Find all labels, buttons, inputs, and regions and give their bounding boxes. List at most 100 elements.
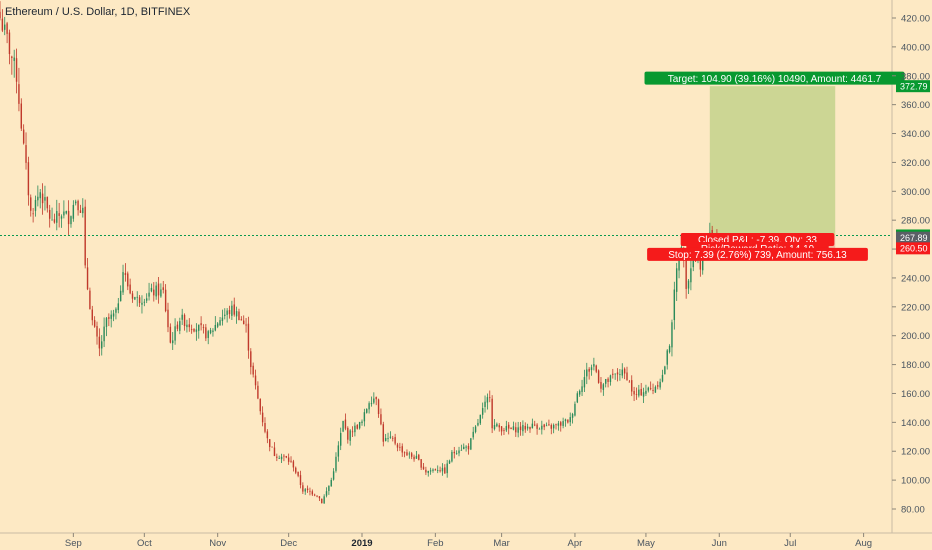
candle — [299, 470, 302, 489]
candle-body — [148, 292, 150, 297]
candle — [500, 425, 503, 436]
candle-body — [60, 216, 63, 219]
x-tick-label: May — [637, 538, 655, 549]
candle-body — [150, 287, 153, 292]
candle — [98, 328, 101, 357]
candle-body — [153, 289, 155, 296]
candle-body — [266, 431, 269, 439]
candle — [198, 324, 200, 339]
candle — [153, 282, 155, 302]
candle — [72, 200, 75, 222]
candle-body — [664, 366, 666, 375]
candle-body — [261, 412, 264, 423]
position-labels: Target: 104.90 (39.16%) 10490, Amount: 4… — [644, 71, 905, 261]
y-tick-label: 320.00 — [901, 158, 930, 169]
candle-body — [226, 310, 228, 315]
candle — [441, 463, 444, 476]
candle — [567, 419, 569, 424]
candle — [505, 420, 508, 432]
candle — [245, 317, 247, 333]
candle — [536, 423, 538, 435]
candle — [354, 422, 356, 437]
candle-body — [638, 389, 640, 396]
candle-body — [349, 430, 351, 441]
candle — [425, 466, 427, 476]
candle — [534, 420, 536, 427]
candle — [150, 283, 153, 293]
candle-body — [484, 401, 486, 408]
candle — [401, 443, 403, 457]
candle — [82, 198, 84, 218]
candle-body — [429, 470, 432, 472]
candle-body — [444, 467, 446, 474]
chart-title: Ethereum / U.S. Dollar, 1D, BITFINEX — [5, 6, 191, 18]
candle-body — [72, 204, 75, 219]
candle — [550, 423, 552, 435]
candle — [157, 277, 160, 304]
candle-body — [39, 192, 41, 199]
y-tick-label: 140.00 — [901, 418, 930, 429]
x-tick-label: Oct — [137, 538, 152, 549]
candle-body — [557, 423, 560, 426]
candle — [403, 451, 406, 458]
candle — [415, 451, 418, 459]
candle — [242, 315, 245, 325]
candle-body — [108, 317, 110, 319]
time-axis[interactable]: Sep Oct Nov Dec 2019 Feb Mar Apr May Jun Jul Aug — [65, 533, 872, 549]
price-axis[interactable]: 80.00 100.00 120.00 140.00 160.00 180.00 200.0… — [892, 14, 930, 516]
candle-body — [692, 256, 694, 268]
candle-body — [389, 436, 392, 438]
candle — [467, 443, 470, 455]
candle — [470, 437, 472, 451]
candle-body — [578, 390, 581, 395]
candle-body — [155, 285, 157, 297]
candle — [628, 379, 631, 383]
candle-body — [560, 422, 562, 426]
y-tick-label: 240.00 — [901, 273, 930, 284]
candle-body — [498, 425, 500, 428]
candle-body — [134, 297, 136, 300]
candle-body — [522, 424, 524, 432]
position-zones — [0, 86, 892, 249]
candle — [181, 308, 183, 325]
candle — [228, 305, 231, 319]
candle-body — [202, 327, 205, 328]
candle — [616, 368, 619, 382]
candle-body — [633, 391, 635, 395]
candle — [48, 204, 51, 228]
candle — [564, 418, 567, 427]
candle — [538, 427, 541, 430]
candle-body — [645, 390, 647, 394]
candle-body — [481, 408, 484, 415]
target-zone[interactable] — [709, 86, 836, 236]
candle-body — [122, 272, 124, 293]
candle — [219, 317, 221, 327]
candle — [51, 207, 53, 221]
candle-body — [351, 431, 354, 433]
candle — [432, 468, 434, 473]
candle — [56, 199, 58, 231]
candle — [675, 262, 678, 301]
candle — [63, 200, 65, 219]
y-tick-label: 200.00 — [901, 331, 930, 342]
candle-body — [157, 283, 160, 296]
y-tick-label: 220.00 — [901, 302, 930, 313]
candle — [526, 423, 529, 431]
candle-body — [302, 485, 304, 492]
candle-body — [58, 213, 60, 216]
candle-body — [631, 380, 633, 392]
candle-body — [569, 417, 571, 423]
candle-body — [276, 456, 278, 458]
candle — [586, 362, 588, 385]
candle-body — [242, 320, 245, 325]
candle-body — [356, 425, 358, 429]
candle-body — [18, 84, 20, 104]
candle-body — [375, 397, 377, 400]
candle — [25, 132, 27, 170]
candle — [545, 422, 548, 427]
candle — [387, 432, 389, 443]
candle-body — [432, 469, 434, 471]
candle — [44, 185, 46, 211]
candle — [569, 412, 571, 427]
